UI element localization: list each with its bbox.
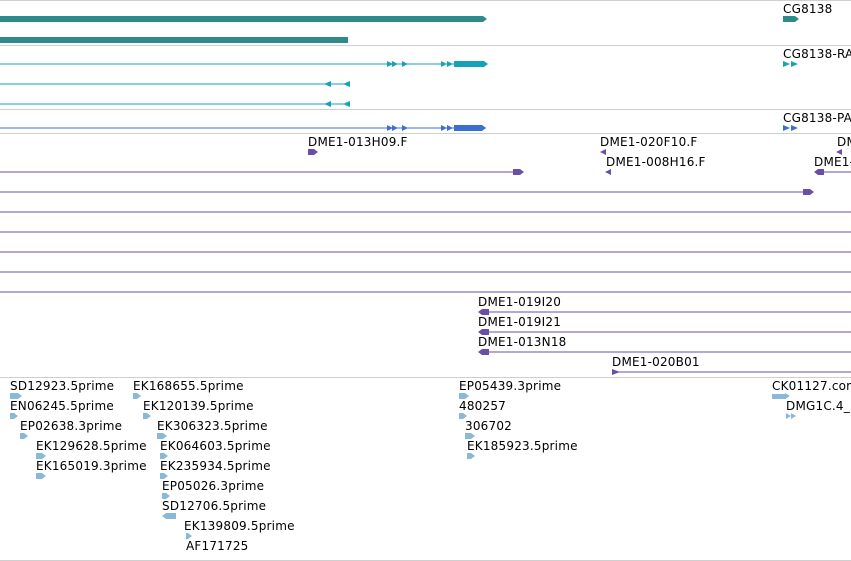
transcript-label-cg8138-pa[interactable]: CG8138-PA	[783, 111, 851, 125]
est-label[interactable]: EK235934.5prime	[160, 459, 271, 473]
clone-feature	[308, 149, 318, 155]
gene-feature	[783, 16, 799, 22]
exon-marker	[392, 125, 398, 131]
est-feature	[785, 393, 790, 399]
est-feature	[162, 513, 176, 519]
exon-marker	[387, 125, 393, 131]
clone-feature	[803, 189, 814, 195]
track-separator	[0, 0, 851, 1]
clone-label[interactable]: DME1-019I20	[478, 295, 562, 309]
est-feature	[465, 433, 475, 439]
exon-marker	[447, 61, 453, 67]
est-feature	[160, 473, 168, 479]
est-feature	[186, 533, 192, 539]
est-feature	[791, 413, 796, 419]
clone-feature	[612, 369, 620, 375]
track-separator	[0, 45, 851, 46]
clone-feature	[836, 149, 842, 155]
clone-label[interactable]: DME1-019I21	[478, 315, 562, 329]
est-feature	[10, 393, 22, 399]
clone-label[interactable]: DME1-020F10.F	[600, 135, 698, 149]
est-label[interactable]: EN06245.5prime	[10, 399, 114, 413]
est-feature	[10, 413, 18, 419]
clone-feature	[513, 169, 524, 175]
est-feature	[157, 433, 167, 439]
exon-marker	[441, 125, 447, 131]
clone-label[interactable]: DME1-	[814, 155, 851, 169]
clone-feature	[478, 309, 489, 315]
est-feature	[162, 493, 170, 499]
exon-marker	[343, 81, 350, 87]
exon-block	[454, 61, 488, 67]
est-label[interactable]: EP05439.3prime	[459, 379, 562, 393]
exon-marker	[402, 125, 408, 131]
est-label[interactable]: 480257	[459, 399, 507, 413]
est-feature	[467, 453, 475, 459]
est-feature	[36, 453, 46, 459]
est-label[interactable]: EK064603.5prime	[160, 439, 271, 453]
gene-feature	[0, 37, 348, 43]
clone-feature	[814, 169, 824, 175]
est-label[interactable]: EK185923.5prime	[467, 439, 578, 453]
track-separator	[0, 109, 851, 110]
transcript-label-cg8138-ra[interactable]: CG8138-RA	[783, 47, 851, 61]
gene-label-cg8138[interactable]: CG8138	[783, 2, 833, 16]
est-feature	[133, 393, 141, 399]
est-feature	[459, 413, 467, 419]
est-feature	[772, 394, 786, 399]
est-label[interactable]: EK168655.5prime	[133, 379, 244, 393]
est-label[interactable]: EK139809.5prime	[184, 519, 295, 533]
exon-marker	[387, 61, 393, 67]
exon-marker	[324, 101, 331, 107]
est-feature	[786, 413, 791, 419]
clone-label[interactable]: DME1-013N18	[478, 335, 567, 349]
clone-label[interactable]: DME1-013H09.F	[308, 135, 408, 149]
exon-marker	[324, 81, 331, 87]
est-label[interactable]: SD12923.5prime	[10, 379, 115, 393]
gene-feature	[0, 16, 487, 22]
exon-marker	[783, 61, 790, 67]
clone-label[interactable]: DM	[837, 135, 851, 149]
est-label[interactable]: EK306323.5prime	[157, 419, 268, 433]
clone-feature	[605, 169, 611, 175]
clone-feature	[478, 329, 489, 335]
clone-feature	[600, 149, 606, 155]
exon-marker	[343, 101, 350, 107]
est-feature	[459, 393, 469, 399]
est-label[interactable]: EP02638.3prime	[20, 419, 123, 433]
exon-marker	[447, 125, 453, 131]
est-label[interactable]: EK120139.5prime	[143, 399, 254, 413]
track-separator	[0, 133, 851, 134]
est-label[interactable]: 306702	[465, 419, 513, 433]
est-label[interactable]: DMG1C.4_1	[786, 399, 851, 413]
exon-marker	[392, 61, 398, 67]
est-feature	[36, 473, 46, 479]
est-feature	[160, 453, 168, 459]
exon-marker	[402, 61, 408, 67]
est-label[interactable]: EP05026.3prime	[162, 479, 265, 493]
clone-feature	[478, 349, 489, 355]
clone-label[interactable]: DME1-008H16.F	[606, 155, 706, 169]
est-label[interactable]: AF171725	[186, 539, 249, 553]
exon-marker	[791, 61, 798, 67]
exon-marker	[441, 61, 447, 67]
est-label[interactable]: SD12706.5prime	[162, 499, 267, 513]
exon-block	[454, 125, 486, 131]
est-feature	[143, 413, 151, 419]
track-separator	[0, 377, 851, 378]
clone-label[interactable]: DME1-020B01	[612, 355, 700, 369]
est-label[interactable]: EK165019.3prime	[36, 459, 147, 473]
est-label[interactable]: CK01127.com	[772, 379, 851, 393]
est-feature	[20, 433, 28, 439]
exon-marker	[791, 125, 798, 131]
exon-marker	[783, 125, 790, 131]
est-label[interactable]: EK129628.5prime	[36, 439, 147, 453]
